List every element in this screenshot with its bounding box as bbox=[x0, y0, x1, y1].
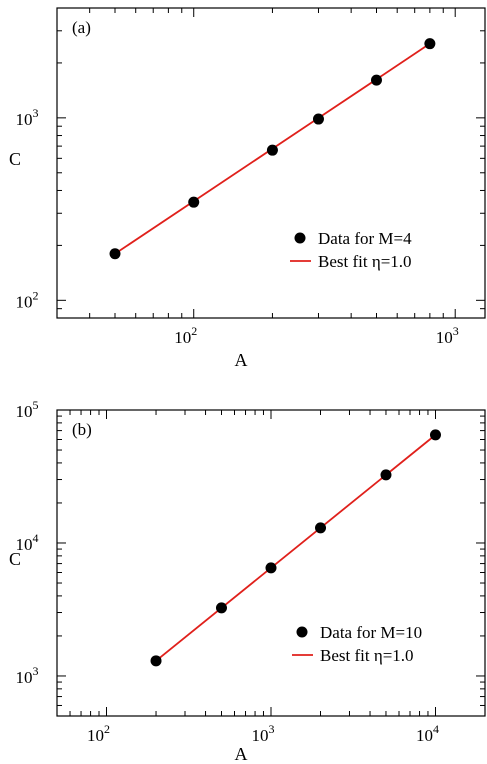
plot-frame bbox=[56, 7, 486, 319]
x-tick-label: 103 bbox=[436, 324, 459, 347]
data-point bbox=[150, 655, 162, 667]
panel-label: (b) bbox=[72, 420, 92, 439]
legend-label-points: Data for M=10 bbox=[320, 623, 422, 642]
data-point bbox=[312, 113, 324, 125]
data-point bbox=[424, 38, 436, 50]
x-axis-label: A bbox=[235, 350, 248, 370]
chart-panel-2: 102 103 104 103 104 105 A C (b) Data for M=10 Best… bbox=[9, 398, 486, 764]
x-tick-label: 103 bbox=[252, 722, 275, 745]
x-tick-label: 102 bbox=[174, 324, 197, 347]
data-point bbox=[315, 522, 327, 534]
data-point bbox=[380, 469, 392, 481]
legend-marker-points bbox=[294, 232, 306, 244]
y-axis-label: C bbox=[9, 149, 21, 169]
x-tick-label: 102 bbox=[87, 722, 110, 745]
y-axis-label: C bbox=[9, 549, 21, 569]
legend-label-line: Best fit η=1.0 bbox=[318, 252, 412, 271]
y-tick-label: 102 bbox=[16, 288, 39, 311]
data-point bbox=[265, 562, 277, 574]
x-axis-label: A bbox=[235, 744, 248, 764]
data-point bbox=[109, 248, 121, 260]
chart-panel-1: 102 103 102 103 A C (a) Data for M=4 Best fit η=… bbox=[9, 7, 486, 370]
y-tick-label: 104 bbox=[16, 531, 39, 554]
y-tick-label: 105 bbox=[16, 398, 39, 421]
legend-label-points: Data for M=4 bbox=[318, 229, 412, 248]
data-point bbox=[370, 74, 382, 86]
panel-label: (a) bbox=[72, 18, 91, 37]
legend: Data for M=10 Best fit η=1.0 bbox=[286, 620, 448, 666]
data-point bbox=[188, 196, 200, 208]
data-point bbox=[215, 602, 227, 614]
y-tick-label: 103 bbox=[16, 664, 39, 687]
legend-marker-points bbox=[296, 626, 308, 638]
legend-box bbox=[284, 226, 442, 272]
legend-box bbox=[286, 620, 448, 666]
y-tick-label: 103 bbox=[16, 106, 39, 129]
x-tick-label: 104 bbox=[416, 722, 439, 745]
data-point bbox=[429, 429, 441, 441]
data-point bbox=[266, 144, 278, 156]
legend: Data for M=4 Best fit η=1.0 bbox=[284, 226, 442, 272]
legend-label-line: Best fit η=1.0 bbox=[320, 646, 414, 665]
